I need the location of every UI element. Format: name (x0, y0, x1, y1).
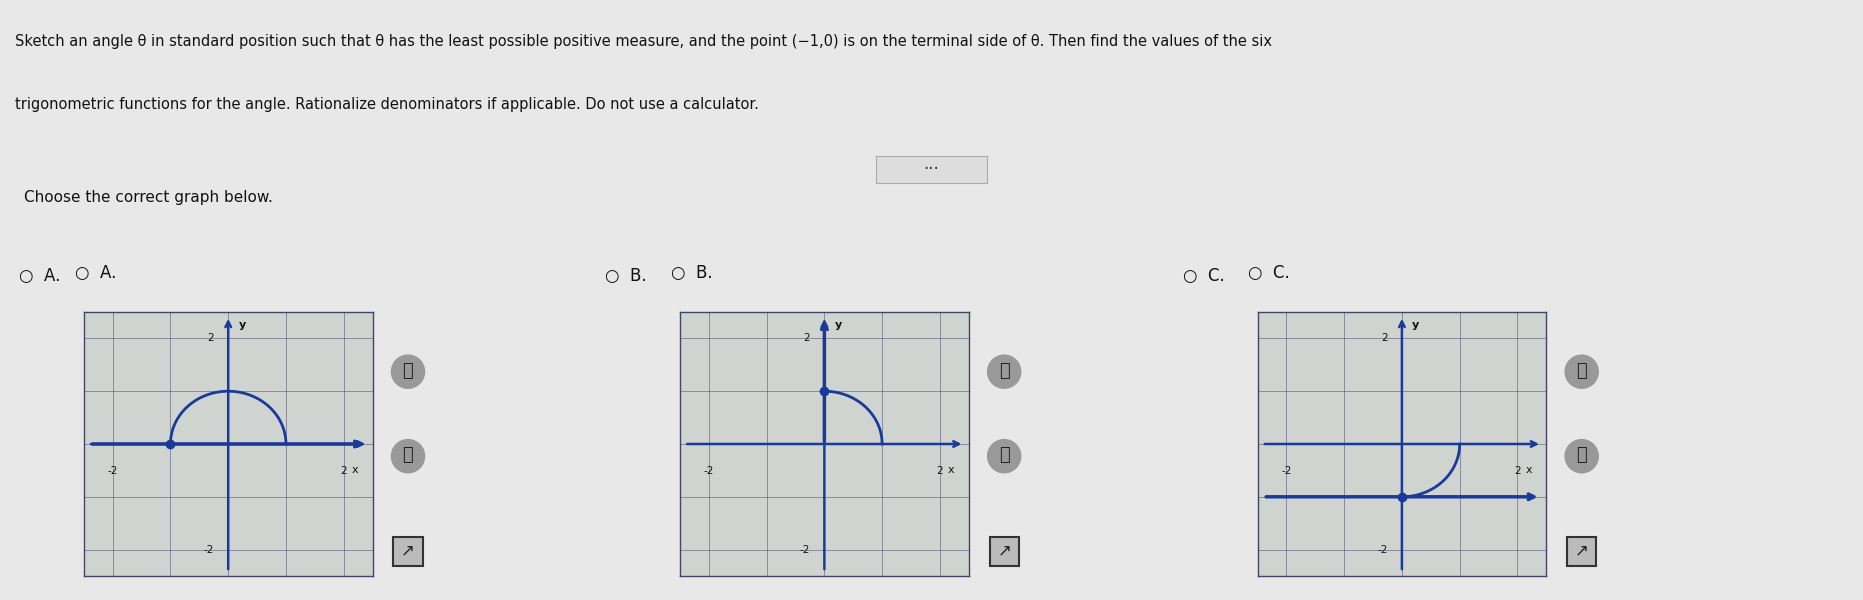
Text: x: x (948, 465, 954, 475)
FancyBboxPatch shape (989, 536, 1019, 566)
Text: y: y (835, 320, 842, 330)
Text: x: x (352, 465, 358, 475)
Circle shape (391, 355, 425, 388)
Circle shape (1565, 355, 1598, 388)
FancyBboxPatch shape (393, 536, 423, 566)
Text: -2: -2 (108, 466, 117, 476)
Circle shape (391, 440, 425, 473)
Text: 2: 2 (1515, 466, 1520, 476)
Text: ○  C.: ○ C. (1183, 267, 1224, 285)
Text: y: y (238, 320, 246, 330)
Circle shape (987, 355, 1021, 388)
Text: 2: 2 (803, 334, 810, 343)
Text: ○  B.: ○ B. (671, 264, 712, 282)
Text: -2: -2 (203, 545, 214, 554)
Text: -2: -2 (799, 545, 810, 554)
Text: 🔎: 🔎 (1576, 446, 1587, 464)
Text: Choose the correct graph below.: Choose the correct graph below. (24, 190, 274, 205)
Text: x: x (1526, 465, 1531, 475)
Text: ○  C.: ○ C. (1248, 264, 1289, 282)
Circle shape (1565, 440, 1598, 473)
Text: ↗: ↗ (401, 541, 415, 559)
Text: ○  A.: ○ A. (19, 267, 60, 285)
Text: 🔍: 🔍 (1576, 362, 1587, 380)
Text: ○  B.: ○ B. (605, 267, 646, 285)
Text: 2: 2 (341, 466, 347, 476)
Text: Sketch an angle θ in standard position such that θ has the least possible positi: Sketch an angle θ in standard position s… (15, 34, 1272, 49)
Text: 🔍: 🔍 (999, 362, 1010, 380)
Text: -2: -2 (1377, 545, 1388, 554)
Text: 2: 2 (1380, 334, 1388, 343)
Text: trigonometric functions for the angle. Rationalize denominators if applicable. D: trigonometric functions for the angle. R… (15, 97, 758, 112)
FancyBboxPatch shape (1567, 536, 1597, 566)
Text: 🔎: 🔎 (999, 446, 1010, 464)
Text: 2: 2 (937, 466, 943, 476)
Text: ↗: ↗ (997, 541, 1012, 559)
Text: 🔎: 🔎 (402, 446, 414, 464)
Text: -2: -2 (1282, 466, 1291, 476)
Text: -2: -2 (704, 466, 714, 476)
Text: ···: ··· (924, 160, 939, 178)
Text: y: y (1412, 320, 1420, 330)
Text: ↗: ↗ (1574, 541, 1589, 559)
Text: 🔍: 🔍 (402, 362, 414, 380)
Text: 2: 2 (207, 334, 214, 343)
Circle shape (987, 440, 1021, 473)
Text: ○  A.: ○ A. (75, 264, 116, 282)
